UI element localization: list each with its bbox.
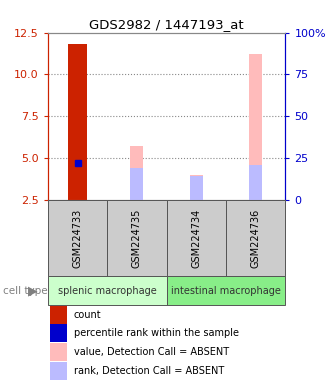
Bar: [249, 165, 262, 200]
Bar: [107, 200, 167, 276]
Bar: [50, 343, 67, 361]
Text: GSM224734: GSM224734: [191, 209, 201, 268]
Text: rank, Detection Call = ABSENT: rank, Detection Call = ABSENT: [74, 366, 224, 376]
Text: splenic macrophage: splenic macrophage: [58, 286, 157, 296]
Text: GSM224733: GSM224733: [73, 209, 82, 268]
Bar: [130, 146, 144, 200]
Bar: [50, 324, 67, 343]
Bar: [167, 200, 226, 276]
Bar: [68, 44, 87, 200]
Text: cell type: cell type: [3, 286, 48, 296]
Bar: [167, 276, 285, 305]
Bar: [50, 362, 67, 380]
Bar: [190, 176, 203, 200]
Bar: [226, 200, 285, 276]
Text: percentile rank within the sample: percentile rank within the sample: [74, 328, 239, 338]
Bar: [130, 168, 144, 200]
Bar: [50, 306, 67, 324]
Bar: [48, 200, 107, 276]
Text: GSM224736: GSM224736: [251, 209, 261, 268]
Bar: [190, 175, 203, 200]
Bar: [48, 276, 167, 305]
Text: GSM224735: GSM224735: [132, 209, 142, 268]
Text: ▶: ▶: [28, 285, 38, 297]
Title: GDS2982 / 1447193_at: GDS2982 / 1447193_at: [89, 18, 244, 31]
Text: count: count: [74, 310, 102, 319]
Bar: [249, 55, 262, 200]
Text: value, Detection Call = ABSENT: value, Detection Call = ABSENT: [74, 347, 229, 357]
Text: intestinal macrophage: intestinal macrophage: [171, 286, 281, 296]
